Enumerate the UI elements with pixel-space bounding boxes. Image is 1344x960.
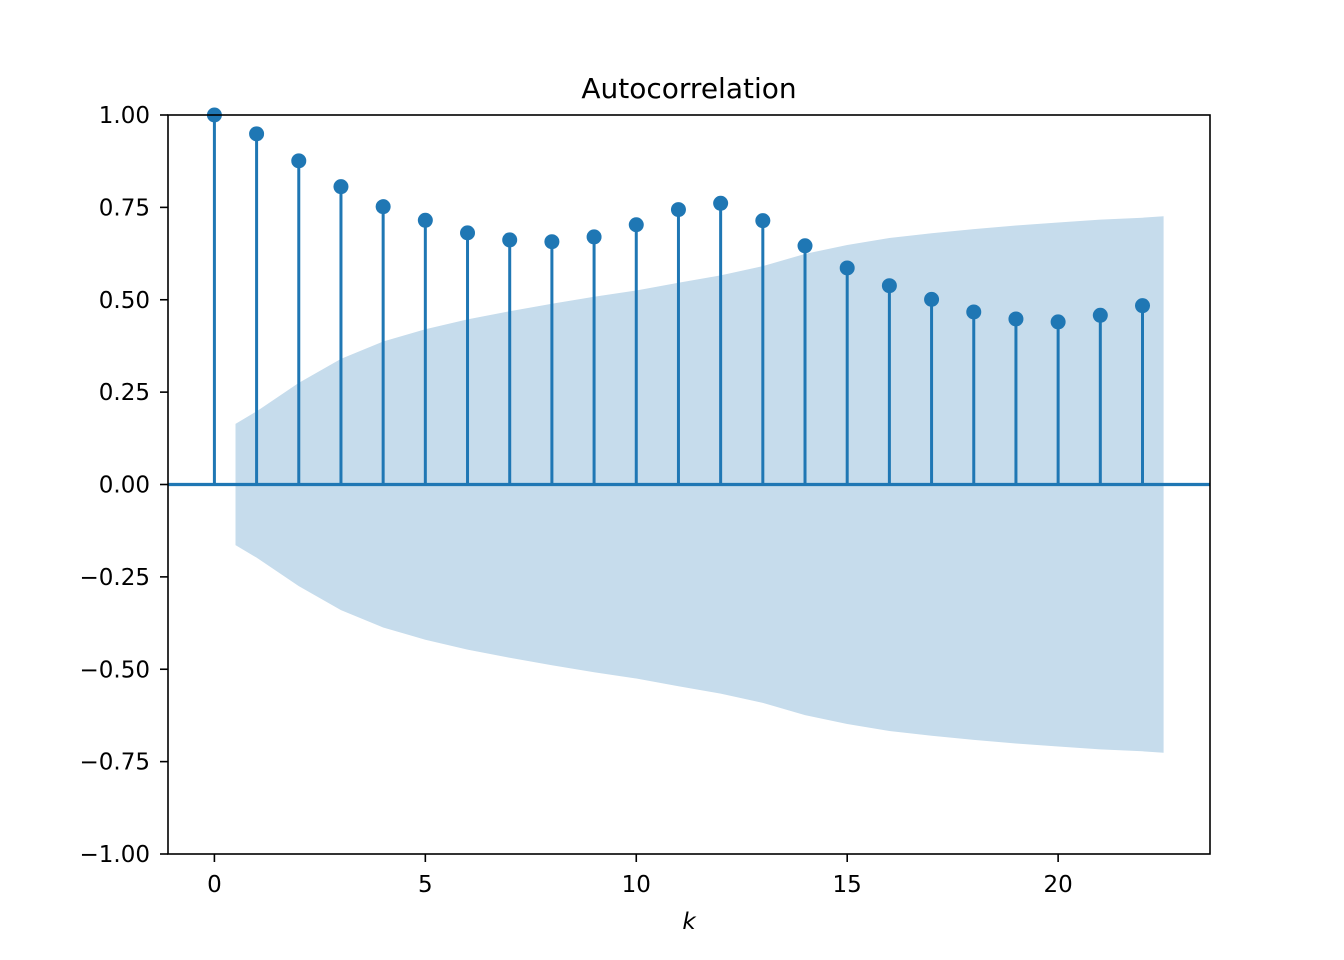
chart-title: Autocorrelation bbox=[581, 72, 796, 105]
stem-marker-lag-20 bbox=[1050, 314, 1066, 330]
stem-marker-lag-6 bbox=[460, 225, 476, 241]
stem-marker-lag-1 bbox=[249, 126, 265, 142]
stem-marker-lag-18 bbox=[966, 304, 982, 320]
stem-marker-lag-15 bbox=[839, 260, 855, 276]
stem-marker-lag-17 bbox=[924, 291, 940, 307]
y-tick-label: 0.25 bbox=[99, 380, 150, 406]
y-tick-label: −0.75 bbox=[80, 750, 150, 776]
y-tick-label: 0.75 bbox=[99, 195, 150, 221]
stem-marker-lag-10 bbox=[628, 217, 644, 233]
y-tick-label: 0.50 bbox=[99, 288, 150, 314]
stem-marker-lag-8 bbox=[544, 234, 560, 250]
stem-marker-lag-4 bbox=[375, 199, 391, 215]
stem-marker-lag-12 bbox=[713, 195, 729, 211]
stem-marker-lag-13 bbox=[755, 213, 771, 229]
stem-marker-lag-7 bbox=[502, 232, 518, 248]
x-tick-label: 20 bbox=[1043, 872, 1072, 898]
y-tick-label: 1.00 bbox=[99, 103, 150, 129]
stem-marker-lag-14 bbox=[797, 238, 813, 254]
stem-marker-lag-5 bbox=[417, 212, 433, 228]
stem-marker-lag-11 bbox=[670, 202, 686, 218]
stem-marker-lag-19 bbox=[1008, 311, 1024, 327]
stem-marker-lag-22 bbox=[1135, 298, 1151, 314]
stem-marker-lag-21 bbox=[1092, 307, 1108, 323]
stem-layer bbox=[206, 107, 1151, 485]
y-axis-ticks: 1.00 0.75 0.50 0.25 0.00 −0.25 −0.50 −0.75 −1.00 bbox=[80, 103, 168, 868]
y-tick-label: −1.00 bbox=[80, 842, 150, 868]
x-tick-label: 5 bbox=[418, 872, 433, 898]
stem-marker-lag-3 bbox=[333, 179, 349, 195]
stem-marker-lag-2 bbox=[291, 153, 307, 169]
y-tick-label: 0.00 bbox=[99, 473, 150, 499]
x-axis-label: k bbox=[682, 909, 697, 935]
x-tick-label: 15 bbox=[833, 872, 862, 898]
y-tick-label: −0.50 bbox=[80, 657, 150, 683]
x-axis-ticks: 0 5 10 15 20 bbox=[207, 854, 1073, 898]
x-tick-label: 10 bbox=[622, 872, 651, 898]
stem-marker-lag-16 bbox=[881, 278, 897, 294]
x-tick-label: 0 bbox=[207, 872, 222, 898]
y-tick-label: −0.25 bbox=[80, 565, 150, 591]
stem-marker-lag-9 bbox=[586, 229, 602, 245]
